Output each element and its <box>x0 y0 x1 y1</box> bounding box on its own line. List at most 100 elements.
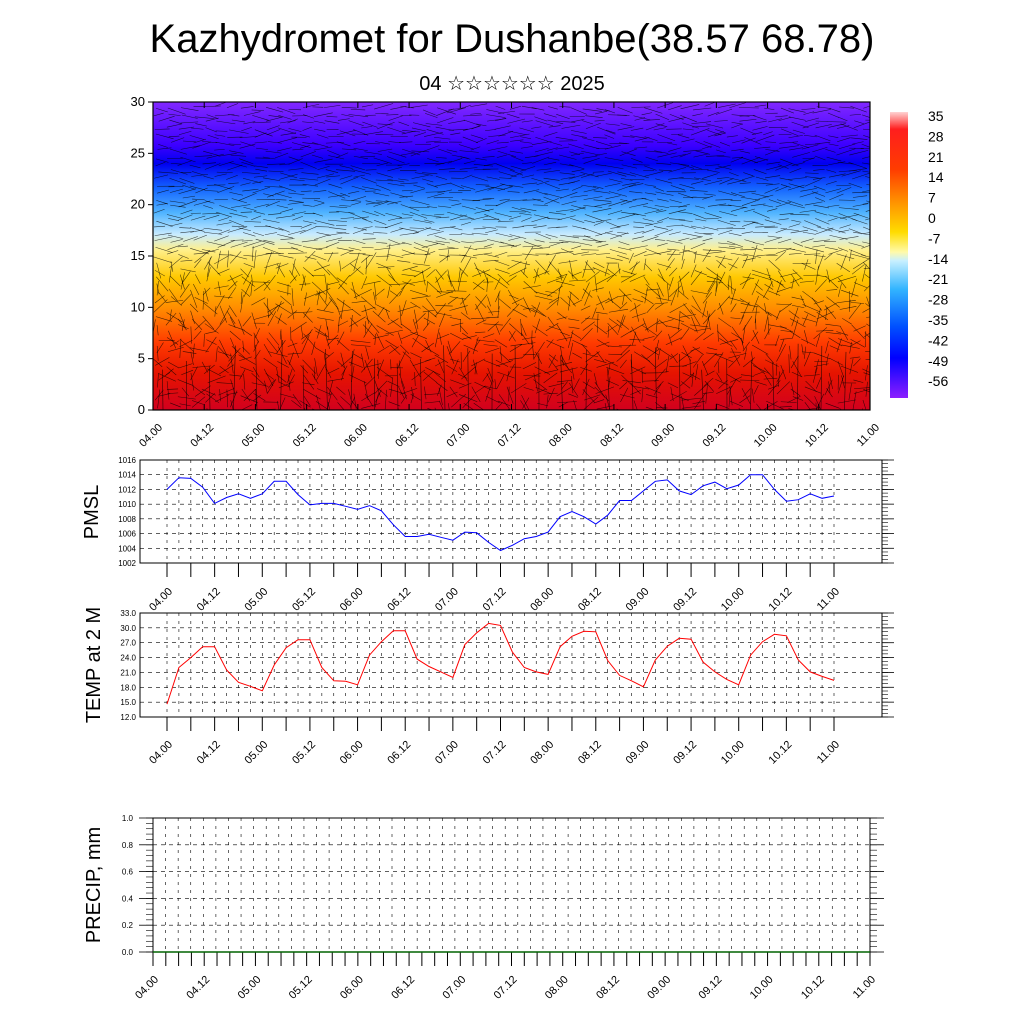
colorbar-label: -7 <box>928 230 941 246</box>
pmsl-y-tick-label: 1016 <box>118 456 136 465</box>
precip-frame <box>152 817 871 953</box>
cross-section-x-tick-label: 10.12 <box>803 422 831 450</box>
cross-section-panel: 0 5 10 15 20 25 30 04.00 04.12 05.00 05.12 06.00 06… <box>131 94 883 450</box>
precip-panel: 0.00.20.40.60.81.0 04.00 04.12 05.00 05.12 0… <box>83 814 884 1002</box>
temp-y-tick-label: 33.0 <box>120 609 136 618</box>
colorbar-label: -56 <box>928 373 948 389</box>
precip-y-tick-label: 1.0 <box>122 814 134 823</box>
pmsl-ylabel: PMSL <box>81 485 103 539</box>
temp-x-tick-label: 09.12 <box>671 739 699 767</box>
precip-y-tick-label: 0.2 <box>122 921 134 930</box>
pmsl-frame <box>139 459 883 564</box>
temp-x-tick-label: 05.00 <box>242 739 270 767</box>
precip-x-tick-label: 05.12 <box>287 974 315 1002</box>
temp-x-tick-label: 06.00 <box>338 739 366 767</box>
cross-section-x-tick-label: 09.12 <box>701 422 729 450</box>
cross-section-x-tick-label: 04.12 <box>188 422 216 450</box>
cross-section-x-tick-label: 07.00 <box>444 422 472 450</box>
temp-x-tick-label: 04.00 <box>147 739 175 767</box>
pmsl-x-tick-label: 05.00 <box>242 586 270 614</box>
pmsl-y-tick-label: 1006 <box>118 530 136 539</box>
cross-section-y-axis: 0 5 10 15 20 25 30 <box>131 94 153 417</box>
precip-x-tick-label: 10.00 <box>748 974 776 1002</box>
cross-section-y-tick-label: 20 <box>131 197 145 212</box>
pmsl-x-tick-label: 09.12 <box>671 586 699 614</box>
colorbar-label: 28 <box>928 128 944 144</box>
temp-ylabel: TEMP at 2 M <box>83 607 105 723</box>
precip-y-tick-label: 0.6 <box>122 868 134 877</box>
cross-section-x-tick-label: 04.00 <box>137 422 165 450</box>
temp-x-tick-label: 09.00 <box>624 739 652 767</box>
temp-x-tick-label: 06.12 <box>385 739 413 767</box>
pmsl-x-tick-label: 07.00 <box>433 586 461 614</box>
cross-section-x-tick-label: 05.00 <box>240 422 268 450</box>
cross-section-y-tick-label: 5 <box>138 351 145 366</box>
cross-section-y-tick-label: 0 <box>138 402 145 417</box>
colorbar-label: -42 <box>928 332 948 348</box>
pmsl-x-tick-label: 04.00 <box>147 586 175 614</box>
temp-x-tick-label: 08.12 <box>576 739 604 767</box>
temp-panel: 12.015.018.021.024.027.030.033.0 04.00 04… <box>83 607 894 767</box>
precip-x-axis: 04.00 04.12 05.00 05.12 06.00 06.12 07.00 07.12… <box>133 952 878 1002</box>
pmsl-x-tick-label: 09.00 <box>624 586 652 614</box>
cross-section-x-tick-label: 06.12 <box>393 422 421 450</box>
precip-x-tick-label: 06.12 <box>389 974 417 1002</box>
precip-y-tick-label: 0.8 <box>122 841 134 850</box>
precip-x-tick-label: 10.12 <box>799 974 827 1002</box>
precip-x-tick-label: 04.00 <box>133 974 161 1002</box>
precip-x-tick-label: 06.00 <box>338 974 366 1002</box>
pmsl-x-tick-label: 04.12 <box>195 586 223 614</box>
colorbar-label: 14 <box>928 169 944 185</box>
cross-section-y-tick-label: 25 <box>131 145 145 160</box>
temp-y-tick-label: 24.0 <box>120 654 136 663</box>
precip-x-tick-label: 05.00 <box>236 974 264 1002</box>
temp-x-tick-label: 08.00 <box>528 739 556 767</box>
temp-x-tick-label: 05.12 <box>290 739 318 767</box>
temp-y-tick-label: 21.0 <box>120 668 136 677</box>
pmsl-y-axis: 1002 1004 1006 1008 1010 1012 1014 1016 <box>118 456 894 568</box>
pmsl-y-tick-label: 1002 <box>118 559 136 568</box>
cross-section-x-tick-label: 08.00 <box>547 422 575 450</box>
precip-x-tick-label: 11.00 <box>851 974 878 1001</box>
precip-x-tick-label: 04.12 <box>184 974 212 1002</box>
cross-section-x-tick-label: 11.00 <box>855 422 882 449</box>
cross-section-x-tick-label: 08.12 <box>598 422 626 450</box>
pmsl-x-tick-label: 07.12 <box>481 586 509 614</box>
temp-x-axis: 04.00 04.12 05.00 05.12 06.00 06.12 07.00 07.12… <box>147 717 842 767</box>
temp-y-tick-label: 15.0 <box>120 698 136 707</box>
colorbar-label: 7 <box>928 190 936 206</box>
pmsl-y-tick-label: 1012 <box>118 485 136 494</box>
pmsl-x-axis: 04.00 04.12 05.00 05.12 06.00 06.12 07.00 07.12… <box>147 563 842 614</box>
colorbar-label: -21 <box>928 271 948 287</box>
cross-section-x-tick-label: 05.12 <box>291 422 319 450</box>
precip-x-tick-label: 08.12 <box>594 974 622 1002</box>
pmsl-y-tick-label: 1008 <box>118 515 136 524</box>
pmsl-x-tick-label: 08.12 <box>576 586 604 614</box>
colorbar-label: 0 <box>928 210 936 226</box>
pmsl-x-tick-label: 06.00 <box>338 586 366 614</box>
cross-section-y-tick-label: 30 <box>131 94 145 109</box>
precip-x-tick-label: 07.12 <box>492 974 520 1002</box>
temp-y-axis: 12.0 15.0 18.0 21.0 24.0 27.0 30.0 33.0 <box>120 609 894 722</box>
temp-x-tick-label: 04.12 <box>195 739 223 767</box>
colorbar-label: 21 <box>928 149 944 165</box>
pmsl-y-tick-label: 1014 <box>118 471 136 480</box>
temp-series-line <box>166 622 835 705</box>
pmsl-series-line <box>166 474 835 552</box>
cross-section-y-tick-label: 15 <box>131 248 145 263</box>
pmsl-y-tick-label: 1004 <box>118 544 136 553</box>
precip-y-tick-label: 0.0 <box>122 948 134 957</box>
cross-section-x-tick-label: 09.00 <box>649 422 677 450</box>
pmsl-x-tick-label: 10.00 <box>719 586 747 614</box>
wind-barbs <box>153 102 870 410</box>
temp-y-tick-label: 18.0 <box>120 683 136 692</box>
precip-x-tick-label: 08.00 <box>543 974 571 1002</box>
temp-y-tick-label: 12.0 <box>120 713 136 722</box>
colorbar-label: -28 <box>928 292 948 308</box>
temp-frame <box>139 612 883 718</box>
colorbar: 35 28 21 14 7 0 -7 -14 -21 -28 -35 -42 -49 -56 <box>890 108 948 398</box>
temp-y-tick-label: 27.0 <box>120 639 136 648</box>
temp-x-tick-label: 11.00 <box>815 739 842 766</box>
